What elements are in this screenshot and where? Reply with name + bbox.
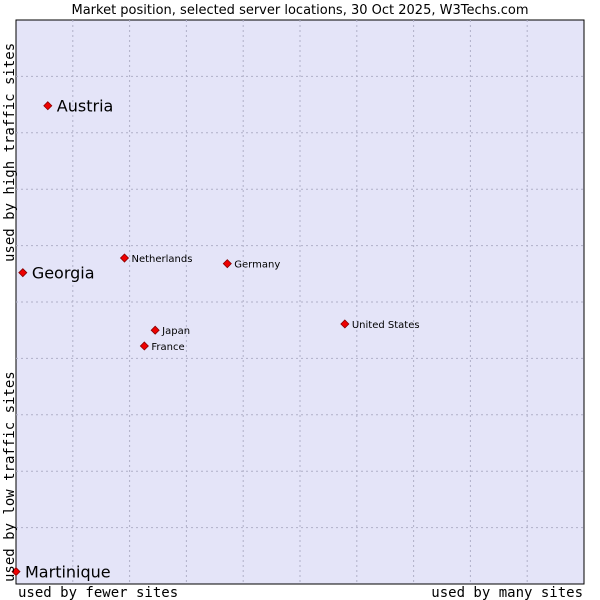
point-label-united-states: United States	[352, 320, 420, 331]
point-label-netherlands: Netherlands	[131, 254, 192, 265]
grid-lines	[16, 20, 584, 584]
point-france	[139, 341, 149, 351]
x-axis-label-left: used by fewer sites	[18, 585, 178, 600]
y-axis-label-top: used by high traffic sites	[2, 43, 18, 262]
point-label-martinique: Martinique	[25, 563, 111, 582]
point-martinique	[11, 567, 21, 577]
data-points: Austria Georgia Martinique Netherlands Germa…	[11, 97, 420, 582]
point-netherlands	[119, 253, 130, 263]
point-georgia	[18, 268, 28, 278]
x-axis-label-right: used by many sites	[431, 585, 583, 600]
point-united-states	[340, 319, 350, 329]
point-label-georgia: Georgia	[32, 264, 95, 283]
point-label-japan: Japan	[161, 326, 190, 337]
chart-title: Market position, selected server locatio…	[71, 3, 528, 18]
point-label-france: France	[151, 342, 184, 353]
y-axis-label-bottom: used by low traffic sites	[2, 371, 18, 582]
point-label-austria: Austria	[57, 97, 114, 116]
point-label-germany: Germany	[234, 260, 280, 271]
point-austria	[43, 101, 53, 111]
point-germany	[222, 259, 232, 269]
point-japan	[150, 325, 160, 335]
